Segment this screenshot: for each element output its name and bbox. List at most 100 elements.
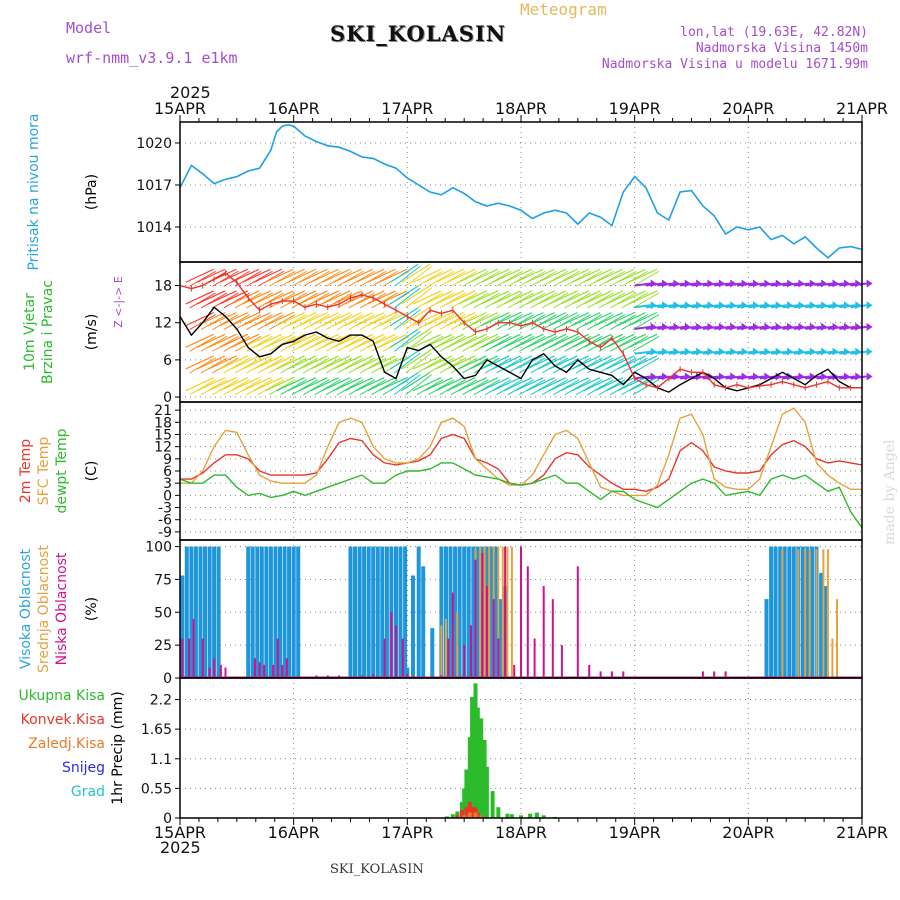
- bar-ukupna-kisa: [528, 813, 533, 818]
- wind-arrow: [598, 357, 626, 374]
- bar-visoka-oblacnost: [769, 546, 774, 678]
- wind-arrow: [401, 328, 430, 348]
- bar-ukupna-kisa: [541, 815, 546, 818]
- y-tick-label: 0: [163, 671, 172, 687]
- wind-arrow: [189, 335, 216, 352]
- wind-arrow: [850, 375, 867, 380]
- y-tick-label: 0: [163, 390, 172, 406]
- wind-arrow: [303, 270, 330, 287]
- wind-arrow: [378, 312, 408, 327]
- wind-arrow: [587, 314, 614, 331]
- wind-arrow: [230, 377, 260, 392]
- wind-arrow: [196, 290, 226, 305]
- year-top: 2025: [170, 83, 211, 102]
- wind-arrow: [393, 287, 421, 309]
- wind-arrow: [333, 312, 362, 327]
- wind-arrow: [560, 290, 590, 305]
- wind-arrow: [325, 314, 353, 331]
- wind-arrow: [621, 270, 648, 287]
- time-label-top: 16APR: [268, 99, 320, 118]
- wind-arrow: [515, 290, 544, 305]
- wind-arrow: [850, 325, 867, 330]
- wind-arrow: [691, 350, 708, 355]
- bar-ukupna-kisa: [534, 812, 539, 818]
- bar-srednja-oblacnost: [804, 549, 807, 678]
- bar-srednja-oblacnost: [483, 546, 486, 678]
- legend-item: Zaledj.Kisa: [28, 736, 105, 752]
- wind-arrow: [303, 357, 330, 374]
- series-line-speed: [179, 306, 862, 393]
- wind-arrow: [196, 377, 226, 392]
- wind-arrow: [816, 350, 833, 355]
- wind-arrow: [702, 304, 719, 309]
- wind-arrow: [816, 304, 833, 309]
- wind-arrow: [371, 314, 398, 331]
- bar-niska-oblacnost: [390, 612, 393, 678]
- wind-arrow: [337, 335, 364, 352]
- bar-visoka-oblacnost: [384, 546, 389, 678]
- bar-ukupna-kisa: [455, 811, 460, 818]
- wind-arrow: [503, 312, 533, 327]
- wind-arrow: [469, 290, 499, 305]
- y-axis-label: (hPa): [84, 174, 100, 210]
- wind-arrow: [393, 309, 421, 331]
- wind-arrow: [325, 292, 353, 309]
- wind-arrow: [503, 290, 533, 305]
- wind-arrow: [564, 270, 592, 287]
- wind-arrow: [645, 282, 663, 287]
- wind-arrow: [621, 292, 648, 309]
- bar-visoka-oblacnost: [394, 546, 398, 678]
- wind-arrow: [325, 379, 353, 396]
- wind-arrow: [367, 268, 396, 283]
- wind-arrow: [299, 333, 328, 348]
- wind-arrow: [827, 325, 845, 330]
- bar-visoka-oblacnost: [250, 546, 255, 678]
- wind-arrow: [299, 355, 328, 370]
- wind-arrow: [553, 379, 580, 396]
- wind-arrow: [458, 268, 487, 283]
- y-axis-label: (C): [84, 461, 100, 482]
- wind-arrow: [257, 270, 285, 287]
- wind-arrow: [314, 357, 341, 374]
- bar-visoka-oblacnost: [819, 572, 824, 678]
- wind-arrow: [503, 355, 533, 370]
- wind-arrow: [371, 379, 398, 396]
- wind-arrow: [617, 268, 646, 283]
- wind-arrow: [621, 314, 648, 331]
- wind-arrow: [541, 379, 569, 396]
- wind-arrow: [805, 325, 822, 330]
- bar-konvek-kisa: [467, 801, 472, 818]
- wind-arrow: [412, 312, 442, 327]
- wind-arrow: [401, 285, 430, 305]
- wind-arrow: [526, 377, 555, 392]
- bar-niska-oblacnost: [701, 671, 704, 678]
- y-axis-label: Pritisak na nivou mora: [26, 113, 42, 270]
- wind-arrow: [537, 377, 567, 392]
- wind-arrow: [850, 282, 867, 287]
- bar-visoka-oblacnost: [823, 586, 828, 678]
- wind-arrow: [530, 314, 557, 331]
- bar-ukupna-kisa: [467, 737, 472, 818]
- bar-visoka-oblacnost: [246, 546, 251, 678]
- wind-arrow: [253, 268, 283, 283]
- bar-visoka-oblacnost: [791, 546, 796, 678]
- wind-arrow: [378, 268, 408, 283]
- wind-arrow: [484, 379, 512, 396]
- wind-arrow: [571, 333, 601, 348]
- wind-arrow: [628, 355, 658, 370]
- bar-visoka-oblacnost: [371, 546, 376, 678]
- wind-arrow: [189, 270, 216, 287]
- wind-arrow: [458, 355, 487, 370]
- wind-arrow: [355, 333, 385, 348]
- wind-arrow: [628, 333, 658, 348]
- wind-arrow: [208, 377, 237, 392]
- wind-arrow: [242, 355, 271, 370]
- wind-arrow: [480, 290, 510, 305]
- wind-arrow: [564, 292, 592, 309]
- wind-arrow: [333, 377, 362, 392]
- bar-srednja-oblacnost: [815, 549, 818, 678]
- wind-arrow: [691, 375, 708, 380]
- wind-arrow: [310, 312, 339, 327]
- y-tick-label: 18: [154, 415, 172, 431]
